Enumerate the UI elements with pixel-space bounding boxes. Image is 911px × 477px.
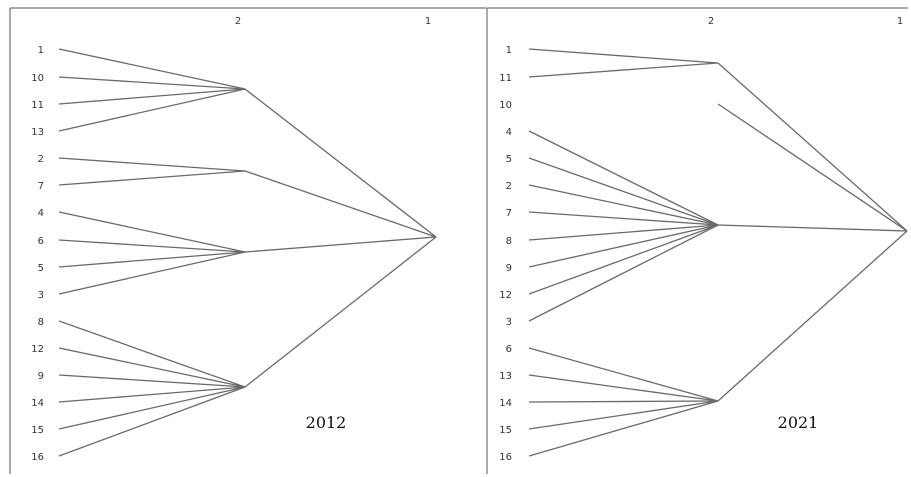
panel-2012-edge-11-node (58, 88, 246, 105)
panel-2012-leaf-label-4: 4 (38, 208, 44, 219)
panel-2012-edge-6-node (58, 239, 246, 253)
panel-2012-edge-group-2-root (244, 170, 437, 238)
panel-2021-leaf-label-16: 16 (499, 452, 512, 463)
panel-2012-edge-13-node (58, 88, 246, 132)
panel-2021-leaf-label-14: 14 (499, 398, 512, 409)
panel-2021-leaf-label-5: 5 (506, 154, 512, 165)
panel-2021-level-label-1: 1 (897, 16, 903, 27)
panel-2012-leaf-label-5: 5 (38, 263, 44, 274)
panel-2021-edge-6-node (528, 347, 719, 402)
panel-2021-leaf-label-10: 10 (499, 100, 512, 111)
panel-2012-level-label-2: 2 (235, 16, 241, 27)
panel-2012-leaf-label-13: 13 (31, 127, 44, 138)
panel-2012-leaf-labels: 1 10 11 13 2 7 4 6 5 3 8 12 9 14 15 16 (31, 45, 44, 463)
panel-2021-edge-8-node (528, 224, 719, 241)
panel-2012-edge-9-node (58, 374, 246, 388)
panel-2012-edge-3-node (58, 251, 246, 295)
panel-2021-leaf-label-15: 15 (499, 425, 512, 436)
panel-2021-edge-5-node (528, 157, 719, 226)
panel-2021-edge-4-node (528, 130, 719, 226)
panel-2012-leaf-label-1: 1 (38, 45, 44, 56)
panel-2012-edge-2-node (58, 157, 246, 172)
panel-2012-leaf-label-11: 11 (31, 100, 44, 111)
panel-2012-edge-group-1-root (244, 88, 437, 238)
panel-2021-edge-group-4-root (717, 230, 908, 402)
panel-2021-edge-group-1-root (717, 62, 908, 232)
panel-2012-leaf-label-9: 9 (38, 371, 44, 382)
panel-2021-leaf-label-4: 4 (506, 127, 512, 138)
panel-2012-leaf-label-3: 3 (38, 290, 44, 301)
panel-2021-leaf-label-1: 1 (506, 45, 512, 56)
panel-2021-year-label: 2021 (778, 413, 819, 432)
panel-2021-edge-3-node (528, 224, 719, 322)
panel-2021-leaf-label-6: 6 (506, 344, 512, 355)
panel-2012-edge-5-node (58, 251, 246, 268)
panel-2012-leaf-label-7: 7 (38, 181, 44, 192)
panel-2021-leaf-label-7: 7 (506, 208, 512, 219)
panel-2012-leaf-label-8: 8 (38, 317, 44, 328)
panel-2012-level-label-1: 1 (425, 16, 431, 27)
panel-2021-edge-12-node (528, 224, 719, 295)
panel-2021-edge-2-node (528, 184, 719, 226)
panel-2012-edge-group-4-root (244, 236, 437, 388)
panel-2021-leaf-label-11: 11 (499, 73, 512, 84)
panel-2012-edge-10-node (58, 76, 246, 90)
panel-2021-edge-7-node (528, 211, 719, 226)
panel-2012-edge-group-3-root (244, 236, 437, 253)
panel-2021-edge-11-node (528, 62, 719, 78)
panel-2021-leaf-label-8: 8 (506, 236, 512, 247)
panel-2012-edge-16-node (58, 386, 246, 457)
panel-2021-level-label-2: 2 (708, 16, 714, 27)
panel-2012-edge-8-node (58, 320, 246, 388)
panel-2021-leaf-label-9: 9 (506, 263, 512, 274)
panel-2012-edge-15-node (58, 386, 246, 430)
panel-2021-edge-group-3-root (717, 224, 908, 232)
panel-2012-edge-7-node (58, 170, 246, 186)
panel-2012-edge-14-node (58, 386, 246, 403)
panel-2012-edge-1-node (58, 48, 246, 90)
panel-2021-edge-13-node (528, 374, 719, 402)
panel-2021-edge-10-root (717, 103, 908, 232)
panel-2021-leaf-label-12: 12 (499, 290, 512, 301)
panel-2021-edges (528, 48, 908, 457)
panel-2012-edge-4-node (58, 211, 246, 253)
panel-2021-edge-14-node (528, 400, 719, 403)
panel-2012-edges (58, 48, 437, 457)
panel-2012-leaf-label-2: 2 (38, 154, 44, 165)
panel-2012-leaf-label-6: 6 (38, 236, 44, 247)
panel-2012-leaf-label-15: 15 (31, 425, 44, 436)
panel-2021-edge-9-node (528, 224, 719, 268)
panel-2012-leaf-label-10: 10 (31, 73, 44, 84)
panel-2012-leaf-label-16: 16 (31, 452, 44, 463)
panel-2021-edge-15-node (528, 400, 719, 430)
panel-2012-leaf-label-12: 12 (31, 344, 44, 355)
panel-2021-edge-1-node (528, 48, 719, 64)
panel-2021-leaf-label-13: 13 (499, 371, 512, 382)
panel-2012-edge-12-node (58, 347, 246, 388)
panel-2012-year-label: 2012 (306, 413, 347, 432)
panel-2021-leaf-label-3: 3 (506, 317, 512, 328)
panel-2012-leaf-label-14: 14 (31, 398, 44, 409)
panel-2021-leaf-label-2: 2 (506, 181, 512, 192)
panel-2021-edge-16-node (528, 400, 719, 457)
